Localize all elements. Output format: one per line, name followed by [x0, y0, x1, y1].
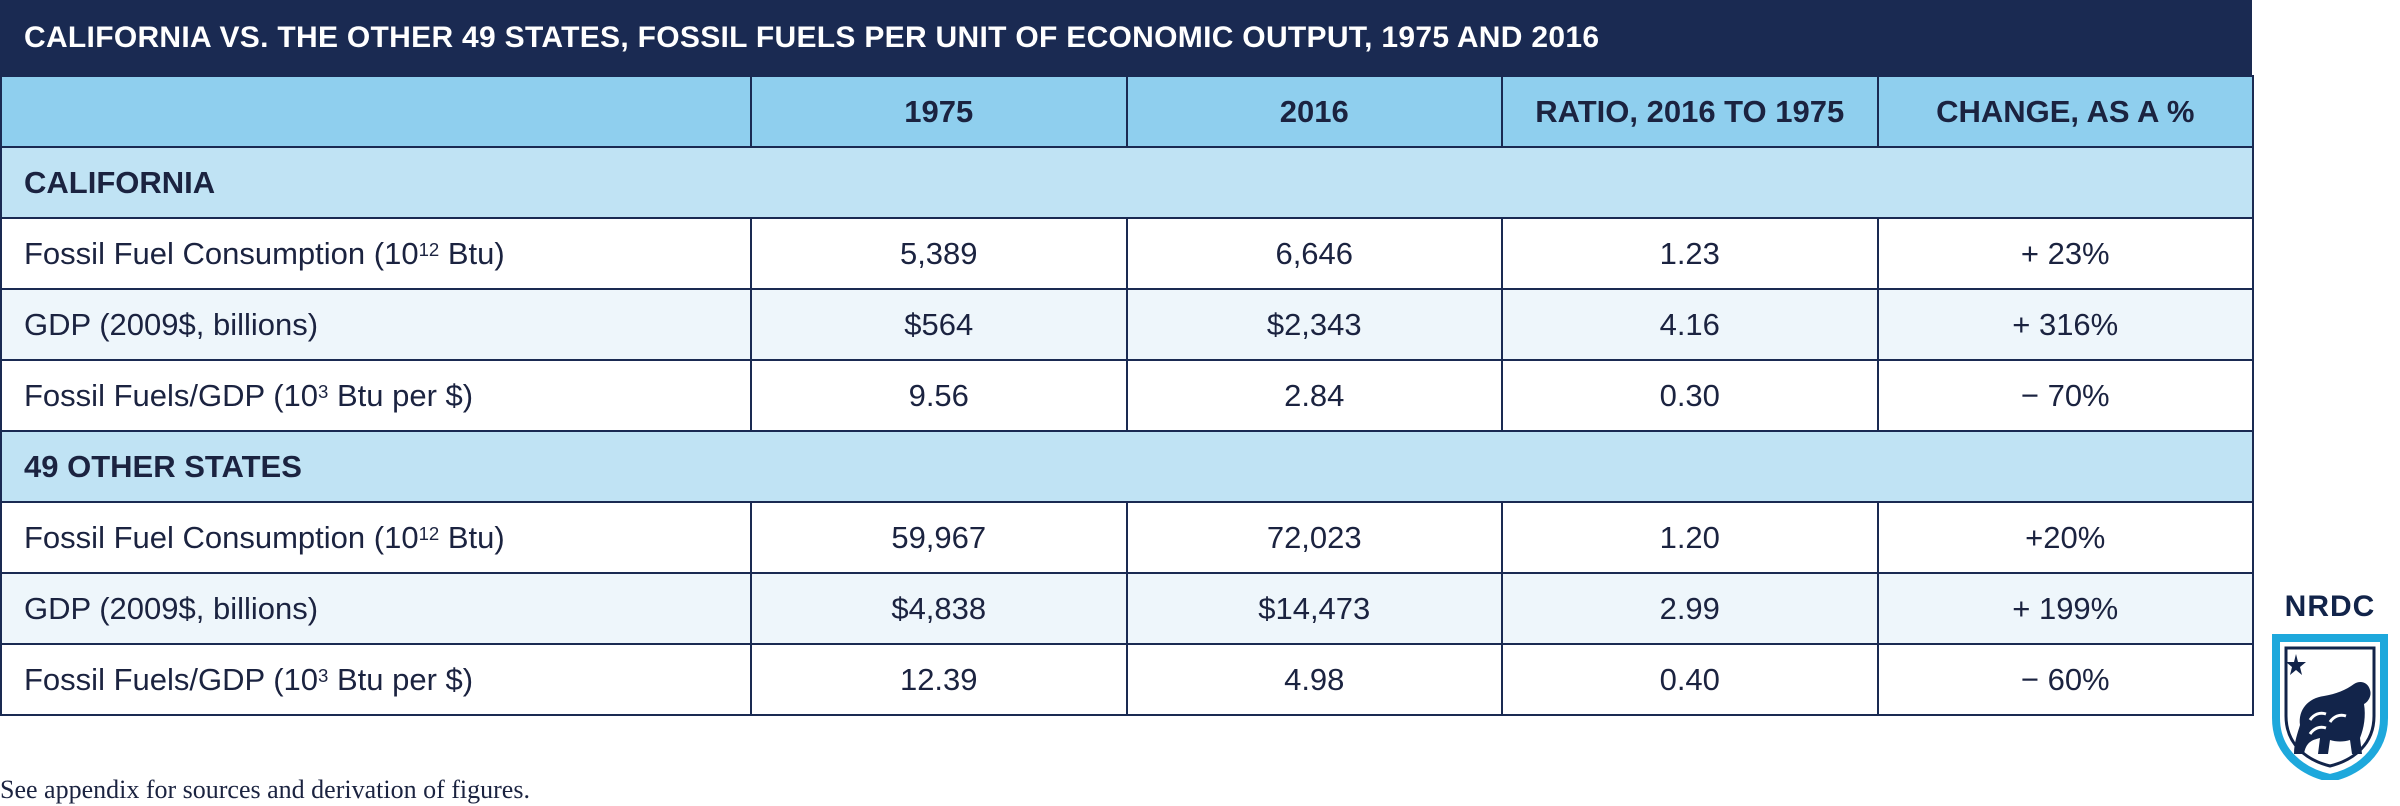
row-label: Fossil Fuels/GDP (103 Btu per $): [0, 643, 752, 716]
footnote: See appendix for sources and derivation …: [0, 775, 530, 804]
table-cell: 0.40: [1501, 643, 1879, 716]
table-cell: + 316%: [1876, 288, 2254, 361]
table-cell: 4.16: [1501, 288, 1879, 361]
table-cell: + 23%: [1876, 217, 2254, 290]
table-row: GDP (2009$, billions) $564 $2,343 4.16 +…: [0, 288, 2254, 361]
table-cell: 2.99: [1501, 572, 1879, 645]
table-cell: 0.30: [1501, 359, 1879, 432]
row-label: Fossil Fuel Consumption (1012 Btu): [0, 217, 752, 290]
table-cell: 1.23: [1501, 217, 1879, 290]
table-cell: 2.84: [1125, 359, 1503, 432]
fossil-fuel-table: CALIFORNIA VS. THE OTHER 49 STATES, FOSS…: [0, 0, 2254, 716]
column-header: RATIO, 2016 TO 1975: [1501, 75, 1879, 148]
table-cell: 6,646: [1125, 217, 1503, 290]
column-header: CHANGE, AS A %: [1876, 75, 2254, 148]
row-label: GDP (2009$, billions): [0, 572, 752, 645]
table-row: Fossil Fuels/GDP (103 Btu per $) 12.39 4…: [0, 643, 2254, 716]
table-cell: − 60%: [1876, 643, 2254, 716]
table-cell: + 199%: [1876, 572, 2254, 645]
table-cell: 59,967: [750, 501, 1128, 574]
row-label: GDP (2009$, billions): [0, 288, 752, 361]
table-cell: $14,473: [1125, 572, 1503, 645]
table-cell: 1.20: [1501, 501, 1879, 574]
table-title: CALIFORNIA VS. THE OTHER 49 STATES, FOSS…: [0, 0, 2252, 75]
column-header: [0, 75, 752, 148]
table-cell: +20%: [1876, 501, 2254, 574]
table-cell: 12.39: [750, 643, 1128, 716]
table-cell: 4.98: [1125, 643, 1503, 716]
logo-wordmark: NRDC: [2284, 590, 2376, 623]
table-cell: $4,838: [750, 572, 1128, 645]
table-row: Fossil Fuel Consumption (1012 Btu) 5,389…: [0, 217, 2254, 290]
section-label: 49 OTHER STATES: [0, 430, 2254, 503]
table-cell: − 70%: [1876, 359, 2254, 432]
column-header: 2016: [1125, 75, 1503, 148]
nrdc-logo: NRDC: [2270, 590, 2390, 785]
bear-shield-icon: [2272, 634, 2388, 780]
data-table: 1975 2016 RATIO, 2016 TO 1975 CHANGE, AS…: [0, 75, 2254, 716]
table-row: GDP (2009$, billions) $4,838 $14,473 2.9…: [0, 572, 2254, 645]
section-row: 49 OTHER STATES: [0, 430, 2254, 503]
table-cell: $2,343: [1125, 288, 1503, 361]
table-row: Fossil Fuels/GDP (103 Btu per $) 9.56 2.…: [0, 359, 2254, 432]
table-cell: $564: [750, 288, 1128, 361]
table-cell: 5,389: [750, 217, 1128, 290]
table-cell: 72,023: [1125, 501, 1503, 574]
section-label: CALIFORNIA: [0, 146, 2254, 219]
table-cell: 9.56: [750, 359, 1128, 432]
table-row: Fossil Fuel Consumption (1012 Btu) 59,96…: [0, 501, 2254, 574]
header-row: 1975 2016 RATIO, 2016 TO 1975 CHANGE, AS…: [0, 75, 2254, 148]
row-label: Fossil Fuel Consumption (1012 Btu): [0, 501, 752, 574]
row-label: Fossil Fuels/GDP (103 Btu per $): [0, 359, 752, 432]
section-row: CALIFORNIA: [0, 146, 2254, 219]
column-header: 1975: [750, 75, 1128, 148]
